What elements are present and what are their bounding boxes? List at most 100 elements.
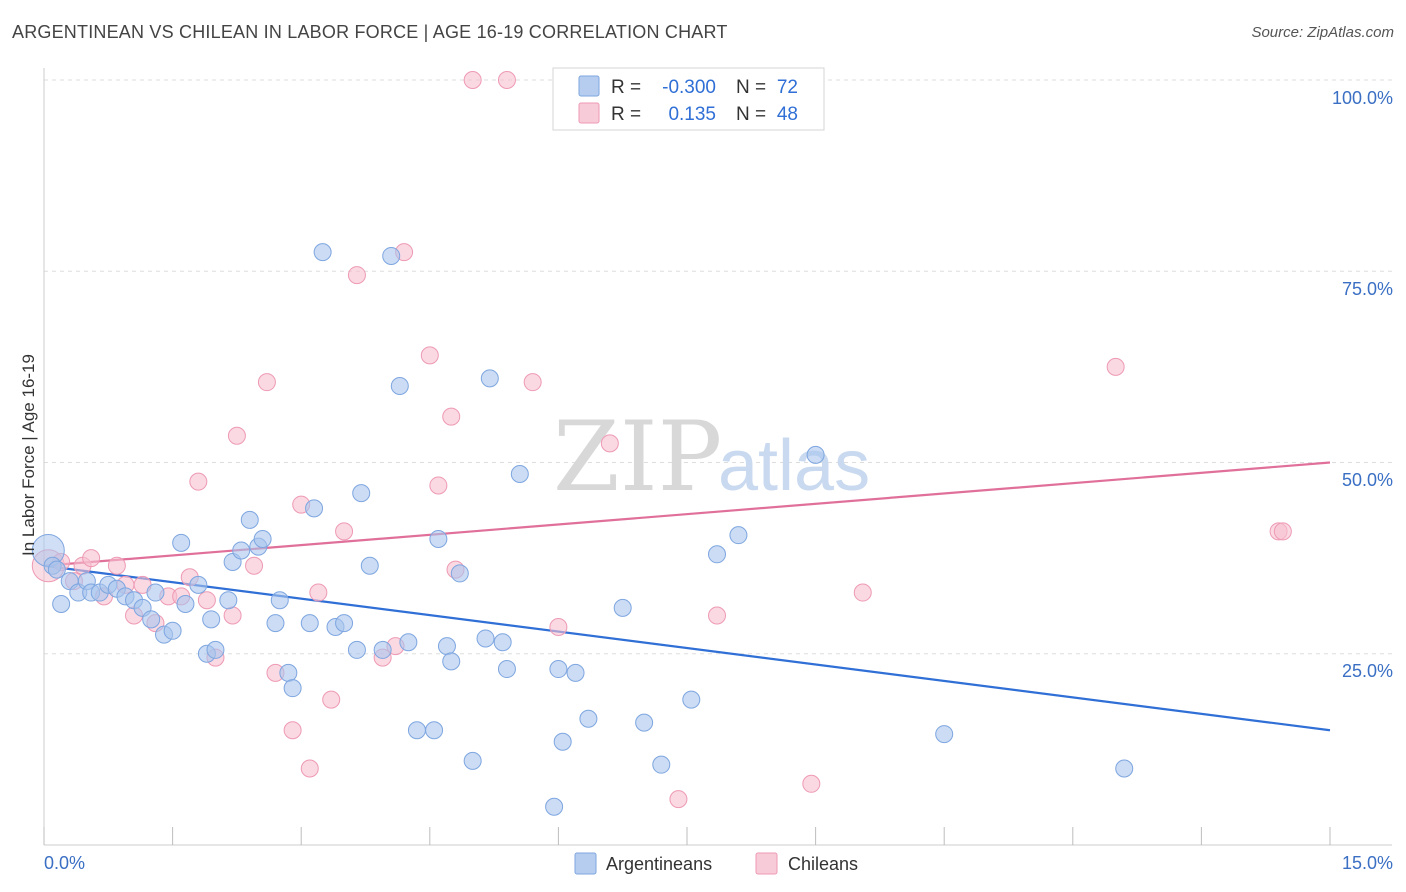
trend-line-argentineans	[43, 564, 1331, 732]
argentineans-point	[545, 797, 564, 816]
watermark-atlas: atlas	[718, 426, 870, 506]
axes	[43, 68, 1392, 846]
chileans-point	[197, 591, 216, 610]
argentineans-point	[300, 614, 319, 633]
argentineans-point	[347, 640, 366, 659]
argentineans-points	[31, 243, 1134, 816]
chileans-point	[549, 617, 568, 636]
chileans-point	[463, 71, 482, 89]
argentineans-point	[935, 725, 954, 744]
gridlines	[44, 79, 1392, 655]
argentineans-point	[335, 614, 354, 633]
source-credit: Source: ZipAtlas.com	[1251, 24, 1394, 41]
chileans-point	[223, 606, 242, 625]
chileans-point	[420, 346, 439, 365]
argentineans-point	[189, 575, 208, 594]
argentineans-point	[510, 464, 529, 483]
argentineans-point	[352, 484, 371, 503]
argentineans-point	[172, 533, 191, 552]
argentineans-point	[407, 721, 426, 740]
argentineans-point	[382, 246, 401, 265]
correlation-legend: R = -0.300 N = 72 R = 0.135 N = 48	[552, 67, 825, 131]
chileans-point	[442, 407, 461, 426]
argentineans-point	[708, 545, 727, 564]
argentineans-point	[437, 637, 456, 656]
chileans-point	[257, 373, 276, 392]
legend-n-value-argentineans: 72	[777, 77, 798, 98]
argentineans-point	[360, 556, 379, 575]
legend-swatch-chileans	[578, 102, 600, 124]
argentineans-point	[493, 633, 512, 652]
argentineans-point	[266, 614, 285, 633]
argentineans-point	[613, 598, 632, 617]
legend-r-value-chileans: 0.135	[668, 104, 716, 125]
legend-r-label-chileans: R =	[611, 104, 641, 125]
argentineans-point	[163, 621, 182, 640]
chileans-point	[335, 522, 354, 541]
argentineans-point	[270, 591, 289, 610]
chileans-point	[227, 426, 246, 445]
legend-r-label-argentineans: R =	[611, 77, 641, 98]
chileans-point	[82, 549, 101, 568]
argentineans-point	[232, 541, 251, 560]
argentineans-point	[729, 526, 748, 545]
argentineans-point	[806, 445, 825, 464]
series-legend-label-chileans: Chileans	[788, 854, 858, 874]
y-axis-label: In Labor Force | Age 16-19	[19, 354, 38, 556]
argentineans-point	[202, 610, 221, 629]
argentineans-point	[47, 560, 66, 579]
legend-n-label-chileans: N =	[736, 104, 766, 125]
chileans-point	[107, 556, 126, 575]
argentineans-point	[240, 510, 259, 529]
legend-n-label-argentineans: N =	[736, 77, 766, 98]
argentineans-point	[682, 690, 701, 709]
argentineans-point	[176, 595, 195, 614]
argentineans-point	[635, 713, 654, 732]
argentineans-point	[313, 243, 332, 262]
y-tick-label-100: 100.0%	[1332, 88, 1393, 108]
y-tick-label-25: 25.0%	[1342, 661, 1393, 681]
argentineans-point	[219, 591, 238, 610]
argentineans-point	[463, 751, 482, 770]
series-legend-label-argentineans: Argentineans	[606, 854, 712, 874]
argentineans-point	[425, 721, 444, 740]
argentineans-point	[497, 660, 516, 679]
y-tick-label-50: 50.0%	[1342, 470, 1393, 490]
chileans-point	[1106, 357, 1125, 376]
chileans-point	[189, 472, 208, 491]
chileans-point	[708, 606, 727, 625]
argentineans-point	[142, 610, 161, 629]
argentineans-point	[390, 377, 409, 395]
chileans-point	[429, 476, 448, 495]
argentineans-point	[429, 530, 448, 548]
chileans-point	[600, 434, 619, 453]
argentineans-point	[399, 633, 418, 652]
chileans-point	[802, 774, 821, 793]
argentineans-point	[52, 595, 71, 614]
chileans-point	[322, 690, 341, 709]
chileans-point	[497, 71, 516, 89]
chileans-point	[523, 373, 542, 392]
argentineans-point	[652, 755, 671, 774]
argentineans-point	[279, 663, 298, 682]
legend-r-value-argentineans: -0.300	[662, 77, 716, 98]
chileans-point	[853, 583, 872, 602]
series-legend: Argentineans Chileans	[574, 852, 858, 875]
watermark: ZIP atlas	[553, 401, 870, 513]
watermark-zip: ZIP	[553, 401, 722, 513]
argentineans-point	[450, 564, 469, 583]
argentineans-point	[442, 652, 461, 671]
argentineans-point	[1115, 759, 1134, 778]
chileans-point	[1273, 522, 1292, 541]
argentineans-point	[476, 629, 495, 648]
x-tick-label-min: 0.0%	[44, 853, 85, 873]
series-legend-swatch-argentineans	[574, 852, 597, 875]
chileans-point	[283, 721, 302, 740]
x-tick-label-max: 15.0%	[1342, 853, 1393, 873]
argentineans-point	[480, 369, 499, 388]
chileans-point	[245, 556, 264, 575]
chileans-point	[309, 583, 328, 602]
argentineans-point	[549, 660, 568, 679]
argentineans-point	[253, 530, 272, 548]
